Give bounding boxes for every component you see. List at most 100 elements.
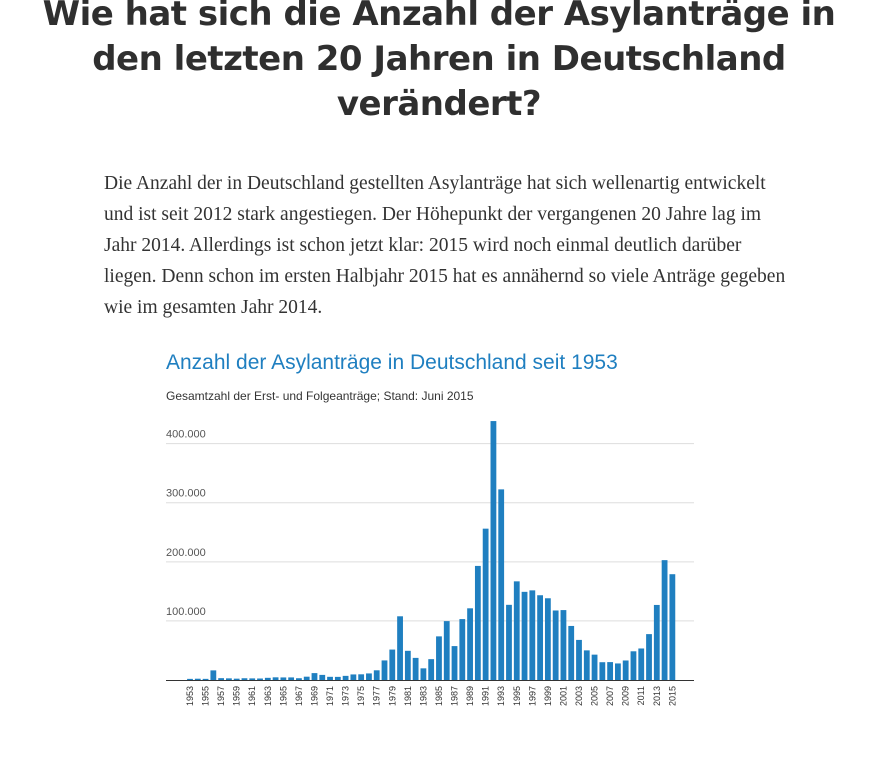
bar	[529, 590, 536, 680]
x-tick-label: 2001	[558, 686, 568, 706]
bar	[459, 619, 466, 680]
bar	[428, 659, 435, 680]
bar	[506, 604, 512, 680]
bar	[607, 662, 614, 680]
x-axis-labels: 1953 1955 1957 1959 1961 1963 1965 1967 1969 1971…	[185, 686, 677, 706]
x-tick-label: 2015	[667, 686, 677, 706]
gridlines	[166, 443, 694, 622]
x-tick-label: 1973	[341, 686, 351, 706]
bars	[187, 421, 676, 680]
bar	[661, 560, 668, 680]
y-tick-label: 400.000	[166, 429, 206, 441]
bar	[350, 674, 357, 680]
x-tick-label: 2009	[621, 686, 631, 706]
bar	[412, 657, 419, 680]
x-tick-label: 1977	[372, 686, 382, 706]
bar	[296, 678, 302, 680]
bar	[373, 670, 380, 680]
bar	[467, 608, 473, 680]
bar	[420, 668, 427, 680]
x-tick-label: 1975	[356, 686, 366, 706]
bar	[272, 677, 279, 680]
x-tick-label: 1953	[185, 686, 195, 706]
bar	[327, 676, 333, 680]
x-tick-label: 1959	[232, 686, 242, 706]
x-tick-label: 2005	[590, 686, 600, 706]
bar	[202, 678, 209, 680]
bar	[334, 676, 341, 680]
bar	[537, 595, 543, 680]
bar	[568, 625, 575, 680]
bar	[264, 677, 271, 680]
x-tick-label: 1993	[496, 686, 506, 706]
bar	[226, 678, 232, 680]
x-tick-label: 1999	[543, 686, 553, 706]
bar	[638, 648, 645, 680]
bar	[622, 660, 629, 680]
bar	[404, 650, 411, 680]
y-tick-label: 100.000	[166, 606, 206, 618]
bar	[552, 610, 559, 680]
bar	[560, 610, 567, 680]
bar	[591, 654, 598, 680]
x-tick-label: 2003	[574, 686, 584, 706]
bar	[280, 677, 287, 680]
y-tick-label: 200.000	[166, 547, 206, 559]
bar	[319, 674, 326, 680]
x-tick-label: 2011	[636, 686, 646, 705]
bar	[630, 651, 637, 680]
x-tick-label: 1969	[309, 686, 319, 706]
x-tick-label: 1989	[465, 686, 475, 706]
bar	[249, 678, 256, 680]
x-tick-label: 2007	[605, 686, 615, 706]
bar	[210, 670, 217, 680]
bar	[218, 678, 225, 680]
bar	[599, 662, 606, 680]
bar	[583, 650, 590, 680]
bar	[381, 660, 388, 680]
x-tick-label: 1979	[387, 686, 397, 706]
bar	[358, 674, 365, 680]
bar	[366, 673, 372, 680]
x-tick-label: 1961	[247, 686, 257, 706]
intro-paragraph: Die Anzahl der in Deutschland gestellten…	[104, 173, 786, 318]
bar	[257, 678, 263, 680]
bar	[233, 678, 240, 680]
x-tick-label: 1997	[527, 686, 537, 706]
bar	[669, 574, 676, 680]
bar	[311, 673, 318, 680]
x-tick-label: 2013	[652, 686, 662, 706]
y-tick-label: 300.000	[166, 488, 206, 500]
y-axis-labels: 100.000 200.000 300.000 400.000	[166, 429, 206, 618]
x-tick-label: 1965	[278, 686, 288, 706]
bar	[397, 616, 403, 680]
bar	[241, 678, 248, 680]
x-tick-label: 1963	[263, 686, 273, 706]
page-title: Wie hat sich die Anzahl der Asylanträge …	[42, 0, 836, 124]
bar	[646, 634, 652, 680]
x-tick-label: 1995	[512, 686, 522, 706]
x-tick-label: 1955	[201, 686, 211, 706]
bar	[187, 678, 193, 680]
bar	[288, 677, 295, 680]
bar	[303, 676, 310, 680]
bar	[194, 678, 201, 680]
bar	[490, 421, 497, 680]
chart-title: Anzahl der Asylanträge in Deutschland se…	[166, 351, 618, 374]
bar	[576, 639, 582, 680]
bar	[653, 604, 660, 680]
bar	[544, 598, 551, 680]
x-tick-label: 1981	[403, 686, 413, 706]
bar	[474, 565, 481, 680]
bar	[436, 636, 442, 680]
x-tick-label: 1991	[481, 686, 491, 706]
x-tick-label: 1957	[216, 686, 226, 706]
chart-subtitle: Gesamtzahl der Erst- und Folgeanträge; S…	[166, 389, 474, 403]
bar	[498, 489, 505, 680]
x-tick-label: 1971	[325, 686, 335, 706]
x-tick-label: 1987	[450, 686, 460, 706]
x-tick-label: 1967	[294, 686, 304, 706]
bar	[513, 581, 520, 680]
x-tick-label: 1985	[434, 686, 444, 706]
bar	[615, 663, 621, 680]
